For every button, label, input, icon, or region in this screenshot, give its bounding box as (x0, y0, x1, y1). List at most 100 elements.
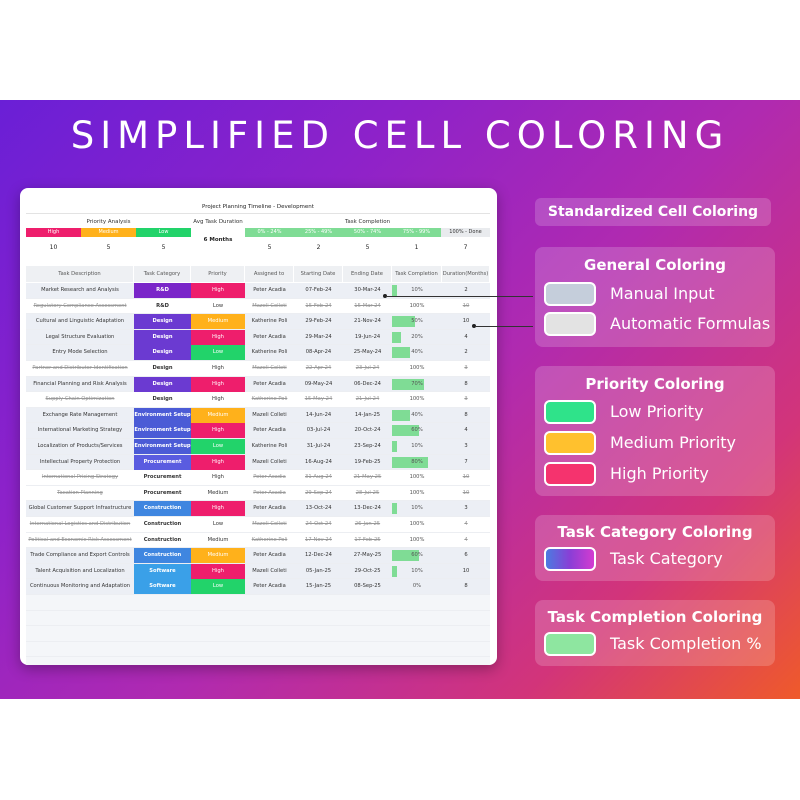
task-description-cell[interactable]: International Marketing Strategy (37, 427, 123, 434)
start-date-cell[interactable]: 03-Jul-24 (306, 427, 331, 434)
task-description-cell[interactable]: Continuous Monitoring and Adaptation (29, 583, 131, 590)
task-description-cell[interactable]: International Logistics and Distribution (29, 521, 131, 527)
start-date-cell[interactable]: 12-Dec-24 (305, 552, 332, 559)
task-description-cell[interactable]: Cultural and Linguistic Adaptation (35, 318, 125, 325)
task-description-cell[interactable]: Intellectual Property Protection (39, 458, 121, 465)
priority-cell[interactable]: High (191, 501, 245, 517)
duration-cell[interactable]: 10 (462, 489, 470, 496)
task-category-cell[interactable]: Design (134, 329, 191, 345)
priority-cell[interactable]: High (212, 396, 224, 403)
end-date-cell[interactable]: 28-Jul-25 (355, 489, 380, 496)
empty-row[interactable] (26, 626, 490, 642)
assigned-cell[interactable]: Mazeli Colleti (252, 302, 287, 309)
duration-cell[interactable]: 3 (464, 396, 468, 403)
start-date-cell[interactable]: 15-May-24 (304, 396, 333, 403)
task-category-cell[interactable]: Design (134, 314, 191, 330)
priority-cell[interactable]: Low (191, 439, 245, 454)
duration-cell[interactable]: 4 (464, 536, 468, 543)
table-row[interactable]: Entry Mode Selection Design Low Katherine P… (26, 345, 490, 361)
start-date-cell[interactable]: 29-Mar-24 (305, 333, 332, 340)
end-date-cell[interactable]: 20-Oct-24 (354, 427, 381, 434)
assigned-cell[interactable]: Peter Acadia (253, 505, 286, 512)
task-category-cell[interactable]: Procurement (143, 474, 182, 481)
table-row[interactable]: Market Research and Analysis R&D High Peter… (26, 283, 490, 299)
start-date-cell[interactable]: 15-Jan-25 (305, 583, 332, 590)
start-date-cell[interactable]: 14-Jun-24 (305, 411, 332, 418)
task-category-cell[interactable]: Construction (143, 536, 182, 543)
table-row[interactable]: Supply Chain Optimization Design High Kathe… (26, 392, 490, 408)
table-row[interactable]: Trade Compliance and Export Controls Cons… (26, 548, 490, 564)
start-date-cell[interactable]: 07-Feb-24 (305, 287, 332, 293)
task-category-cell[interactable]: Procurement (134, 454, 191, 470)
table-row[interactable]: Exchange Rate Management Environment Setu… (26, 407, 490, 424)
assigned-cell[interactable]: Katherine Poli (251, 536, 288, 543)
priority-cell[interactable]: Medium (207, 536, 229, 543)
end-date-cell[interactable]: 17-Feb-25 (354, 536, 381, 543)
duration-cell[interactable]: 8 (464, 583, 468, 590)
task-category-cell[interactable]: Design (134, 376, 191, 392)
col-header-start[interactable]: Starting Date (294, 266, 343, 282)
task-description-cell[interactable]: Exchange Rate Management (42, 411, 118, 418)
assigned-cell[interactable]: Katherine Poli (251, 443, 288, 449)
task-description-cell[interactable]: Trade Compliance and Export Controls (30, 552, 130, 559)
duration-cell[interactable]: 6 (464, 552, 468, 559)
assigned-cell[interactable]: Mazeli Colleti (252, 365, 287, 371)
assigned-cell[interactable]: Peter Acadia (253, 583, 286, 590)
duration-cell[interactable]: 8 (464, 380, 468, 387)
task-description-cell[interactable]: Political and Economic Risk Assessment (28, 536, 132, 543)
empty-row[interactable] (26, 595, 490, 611)
task-description-cell[interactable]: Talent Acquisition and Localization (35, 567, 125, 574)
assigned-cell[interactable]: Katherine Poli (251, 396, 288, 403)
end-date-cell[interactable]: 21-May-25 (353, 474, 382, 481)
priority-cell[interactable]: High (191, 283, 245, 298)
duration-cell[interactable]: 4 (464, 333, 468, 340)
col-header-completion[interactable]: Task Completion % (392, 266, 442, 293)
table-row[interactable]: Continuous Monitoring and Adaptation Soft… (26, 579, 490, 595)
start-date-cell[interactable]: 16-Aug-24 (305, 458, 332, 465)
task-description-cell[interactable]: Taxation Planning (57, 489, 103, 496)
end-date-cell[interactable]: 19-Jun-24 (354, 333, 381, 340)
task-category-cell[interactable]: R&D (156, 302, 169, 309)
assigned-cell[interactable]: Mazeli Colleti (252, 458, 287, 465)
task-category-cell[interactable]: Procurement (143, 489, 182, 496)
col-header-assigned[interactable]: Assigned to (245, 266, 294, 282)
table-row[interactable]: International Logistics and Distribution… (26, 517, 490, 533)
assigned-cell[interactable]: Peter Acadia (253, 380, 286, 387)
assigned-cell[interactable]: Katherine Poli (251, 318, 288, 325)
start-date-cell[interactable]: 13-Oct-24 (305, 505, 332, 512)
end-date-cell[interactable]: 23-Jul-24 (355, 365, 380, 371)
priority-cell[interactable]: High (212, 365, 224, 371)
end-date-cell[interactable]: 15-Mar-24 (354, 302, 381, 309)
assigned-cell[interactable]: Mazeli Colleti (252, 411, 287, 418)
task-description-cell[interactable]: International Pricing Strategy (41, 474, 119, 481)
duration-cell[interactable]: 3 (464, 505, 468, 512)
task-category-cell[interactable]: Design (152, 396, 173, 403)
assigned-cell[interactable]: Katherine Poli (251, 349, 288, 356)
priority-cell[interactable]: Medium (191, 548, 245, 564)
assigned-cell[interactable]: Mazeli Colleti (252, 521, 287, 527)
duration-cell[interactable]: 10 (462, 302, 470, 309)
end-date-cell[interactable]: 23-Sep-24 (354, 443, 381, 449)
task-description-cell[interactable]: Regulatory Compliance Assessment (33, 302, 127, 309)
start-date-cell[interactable]: 05-Jan-25 (305, 567, 332, 574)
table-row[interactable]: Talent Acquisition and Localization Softw… (26, 563, 490, 580)
start-date-cell[interactable]: 29-Sep-24 (305, 489, 332, 496)
priority-cell[interactable]: High (191, 423, 245, 439)
task-category-cell[interactable]: Environment Setup (134, 407, 191, 423)
duration-cell[interactable]: 2 (464, 349, 468, 356)
task-description-cell[interactable]: Supply Chain Optimization (45, 396, 115, 403)
duration-cell[interactable]: 4 (464, 521, 468, 527)
start-date-cell[interactable]: 24-Oct-24 (305, 521, 332, 527)
priority-cell[interactable]: Low (212, 302, 224, 309)
task-description-cell[interactable]: Market Research and Analysis (41, 287, 119, 293)
duration-cell[interactable]: 10 (462, 474, 470, 481)
col-header-end[interactable]: Ending Date (343, 266, 392, 282)
assigned-cell[interactable]: Peter Acadia (253, 552, 286, 559)
duration-cell[interactable]: 8 (464, 411, 468, 418)
priority-cell[interactable]: Medium (191, 407, 245, 423)
assigned-cell[interactable]: Peter Acadia (253, 333, 286, 340)
col-header-task[interactable]: Task Description (26, 266, 134, 282)
empty-row[interactable] (26, 641, 490, 658)
duration-cell[interactable]: 3 (464, 365, 468, 371)
start-date-cell[interactable]: 29-Feb-24 (305, 318, 332, 325)
